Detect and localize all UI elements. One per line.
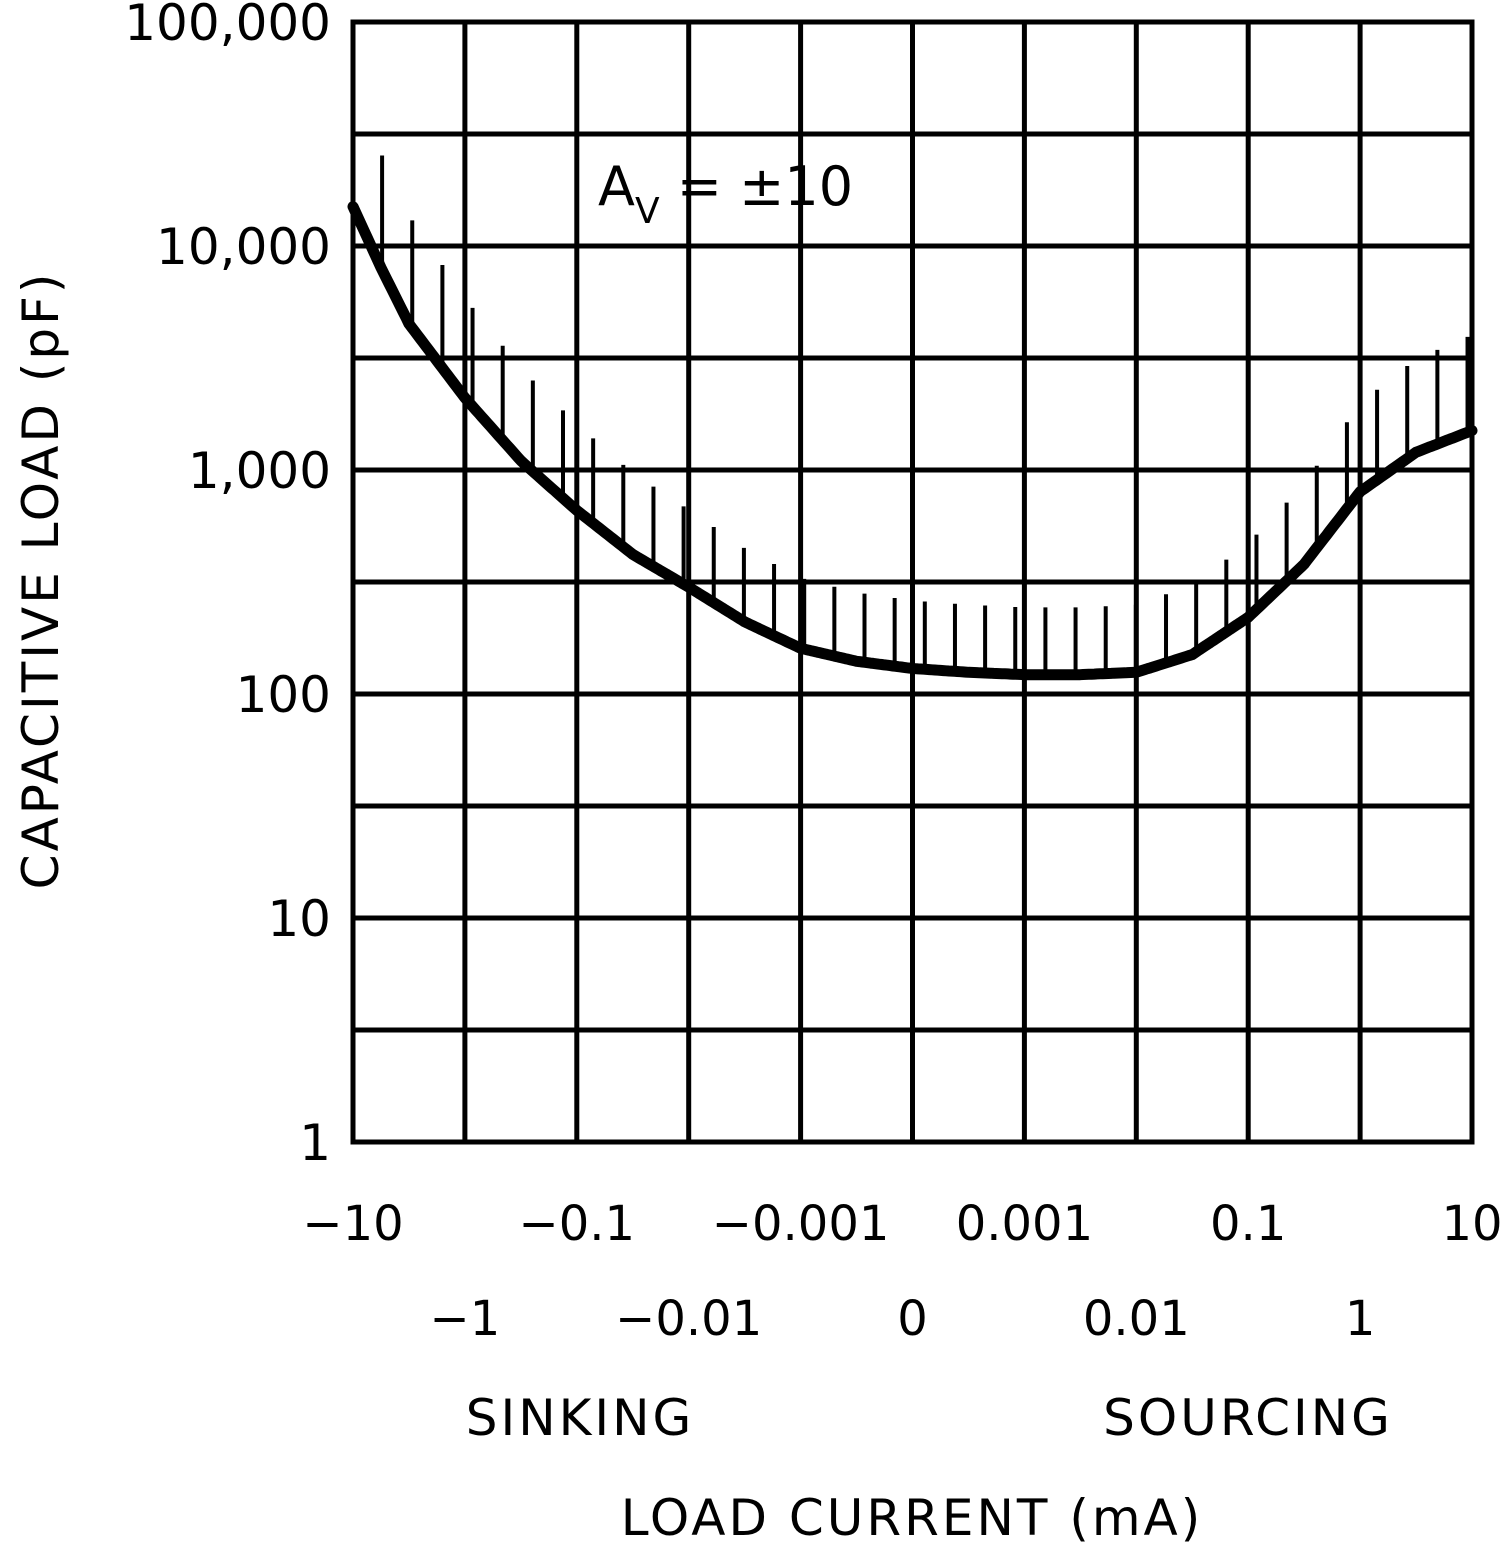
y-tick-label: 1,000 — [188, 442, 331, 500]
y-tick-label: 10,000 — [156, 218, 331, 276]
sinking-label: SINKING — [466, 1389, 695, 1447]
x-tick-label: −0.001 — [712, 1196, 890, 1252]
grid — [353, 22, 1472, 1142]
x-axis-label: LOAD CURRENT (mA) — [621, 1489, 1204, 1547]
x-tick-label: 1 — [1345, 1291, 1376, 1347]
x-tick-label: 10 — [1441, 1196, 1502, 1252]
y-axis-label: CAPACITIVE LOAD (pF) — [12, 271, 70, 890]
y-tick-label: 100,000 — [124, 0, 331, 52]
gain-annotation: AV = ±10 — [598, 155, 853, 232]
x-tick-label: 0 — [897, 1291, 928, 1347]
x-tick-label: −10 — [302, 1196, 403, 1252]
y-tick-label: 1 — [299, 1114, 331, 1172]
y-tick-labels: 1 10 100 1,000 10,000 100,000 — [124, 0, 331, 1172]
plot-frame — [350, 19, 1475, 1145]
gain-annotation-subscript: V — [635, 191, 660, 232]
y-tick-label: 100 — [236, 666, 331, 724]
x-tick-label: 0.01 — [1083, 1291, 1190, 1347]
y-tick-label: 10 — [267, 890, 331, 948]
x-tick-label: 0.1 — [1210, 1196, 1286, 1252]
sourcing-label: SOURCING — [1103, 1389, 1393, 1447]
gain-annotation-symbol: A — [598, 155, 635, 218]
unstable-region-hatching — [380, 155, 1470, 675]
x-tick-label: −0.1 — [519, 1196, 636, 1252]
x-tick-label: −0.01 — [615, 1291, 762, 1347]
gain-annotation-value: = ±10 — [660, 155, 854, 218]
x-tick-label: 0.001 — [956, 1196, 1093, 1252]
stability-boundary-line — [347, 201, 1478, 681]
x-tick-label: −1 — [430, 1291, 501, 1347]
